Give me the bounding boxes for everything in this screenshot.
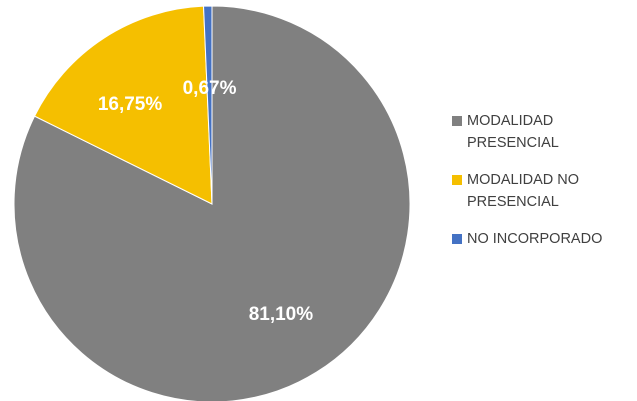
legend-label-line: PRESENCIAL: [467, 135, 559, 151]
data-label-modalidad-presencial: 81,10%: [249, 304, 314, 325]
legend-swatch-modalidad-presencial: [452, 116, 462, 126]
legend-label-line: MODALIDAD NO: [467, 172, 579, 188]
data-label-no-incorporado: 0,67%: [183, 78, 237, 99]
legend-label-line: PRESENCIAL: [467, 194, 559, 210]
legend-label-modalidad-no-presencial: MODALIDAD NO PRESENCIAL: [467, 169, 579, 213]
legend-swatch-no-incorporado: [452, 234, 462, 244]
pie-slice-no-incorporado: [203, 5, 213, 205]
legend-item-no-incorporado: NO INCORPORADO: [452, 228, 632, 250]
legend-swatch-modalidad-no-presencial: [452, 175, 462, 185]
legend: MODALIDAD PRESENCIAL MODALIDAD NO PRESEN…: [452, 110, 632, 265]
pie-slice-modalidad-presencial: [13, 5, 411, 401]
pie-slice-modalidad-no-presencial: [33, 5, 213, 205]
legend-label-modalidad-presencial: MODALIDAD PRESENCIAL: [467, 110, 559, 154]
data-label-modalidad-no-presencial: 16,75%: [98, 94, 163, 115]
pie-slices: [13, 5, 411, 401]
pie-data-labels: 81,10% 16,75% 0,67%: [98, 78, 313, 325]
legend-label-line: MODALIDAD: [467, 113, 554, 129]
legend-label-line: NO INCORPORADO: [467, 231, 603, 247]
legend-item-modalidad-presencial: MODALIDAD PRESENCIAL: [452, 110, 632, 154]
legend-item-modalidad-no-presencial: MODALIDAD NO PRESENCIAL: [452, 169, 632, 213]
legend-label-no-incorporado: NO INCORPORADO: [467, 228, 602, 250]
